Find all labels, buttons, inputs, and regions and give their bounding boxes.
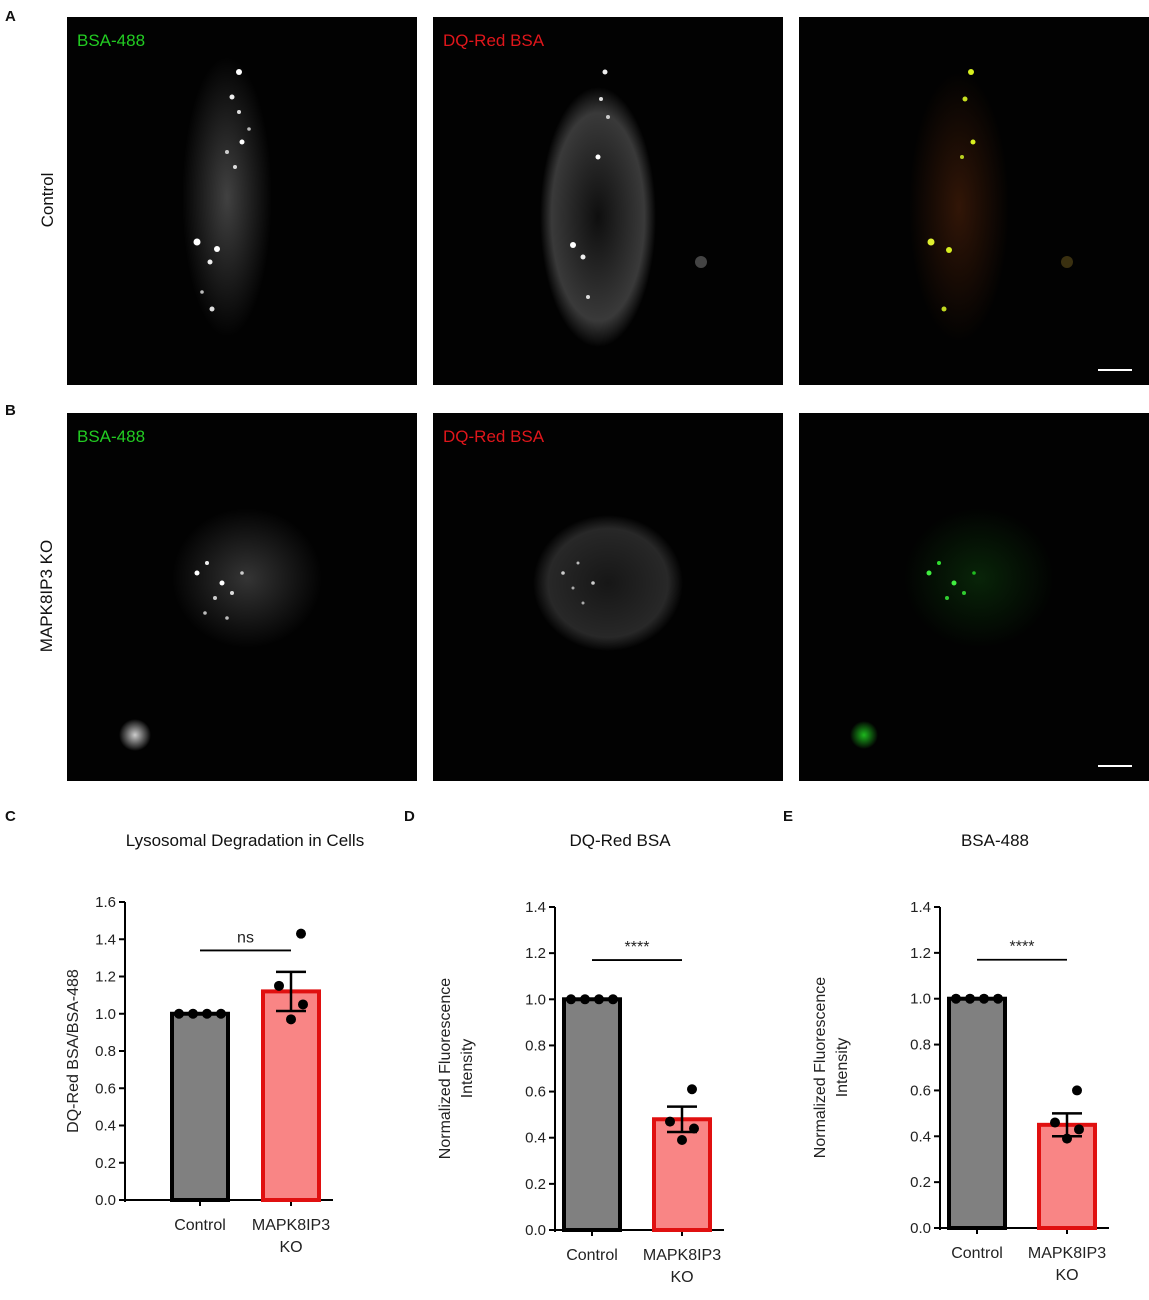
row-label-ko: MAPK8IP3 KO: [37, 539, 56, 653]
micrograph-ko-merge: [799, 413, 1149, 781]
panel-letter-e: E: [783, 808, 794, 825]
y-tick-label: 0.8: [910, 1037, 931, 1054]
micrograph-control-bsa488: BSA-488: [67, 17, 417, 385]
y-tick-label: 0.0: [910, 1220, 931, 1237]
y-tick-label: 0.6: [525, 1084, 546, 1101]
bar-chart-lysosomal-degradation: 0.0 0.2 0.4 0.6 0.8 1.0 1.2 1.4 1.6 DQ-Red BSA/BS…: [65, 894, 333, 1256]
y-tick-label: 0.0: [95, 1192, 116, 1209]
y-tick-label: 0.4: [95, 1118, 116, 1135]
y-tick-label: 1.2: [95, 969, 116, 986]
data-point: [1062, 1133, 1072, 1144]
y-tick-label: 1.0: [910, 991, 931, 1008]
chart-title-e: BSA-488: [960, 831, 1030, 850]
data-point: [296, 928, 306, 939]
bar-control: [170, 1011, 230, 1202]
y-tick-label: 1.4: [95, 931, 116, 948]
scale-bar: [1098, 765, 1132, 767]
bar-control: [562, 997, 622, 1232]
data-point: [580, 994, 590, 1005]
channel-label-green: BSA-488: [77, 31, 146, 50]
y-tick-label: 0.0: [525, 1222, 546, 1239]
x-tick-label: Control: [174, 1217, 226, 1234]
data-point: [951, 993, 961, 1004]
data-point: [665, 1116, 675, 1127]
significance-label: ****: [1010, 939, 1035, 956]
significance-label: ****: [625, 939, 650, 956]
y-tick-label: 0.6: [910, 1082, 931, 1099]
channel-label-red: DQ-Red BSA: [443, 31, 545, 50]
y-tick-label: 1.0: [525, 991, 546, 1008]
cell-render: [909, 69, 1073, 342]
y-axis-label: Normalized Fluorescence Intensity: [437, 978, 476, 1160]
scale-bar: [1098, 369, 1132, 371]
y-tick-label: 1.4: [525, 899, 546, 916]
y-tick-label: 1.4: [910, 899, 931, 916]
x-tick-label: MAPK8IP3 KO: [252, 1217, 330, 1256]
micrograph-ko-bsa488: BSA-488: [67, 413, 417, 781]
data-point: [677, 1135, 687, 1146]
bar-chart-bsa-488: 0.0 0.2 0.4 0.6 0.8 1.0 1.2 1.4 Normalized Fluor…: [812, 899, 1109, 1284]
cell-render: [850, 508, 1054, 749]
y-tick-label: 1.2: [910, 945, 931, 962]
channel-label-green: BSA-488: [77, 427, 146, 446]
data-point: [965, 993, 975, 1004]
panel-letter-a: A: [5, 8, 16, 25]
data-point: [286, 1014, 296, 1025]
panel-letter-b: B: [5, 402, 16, 419]
y-axis-label: DQ-Red BSA/BSA-488: [65, 969, 82, 1133]
x-tick-label: MAPK8IP3 KO: [1028, 1245, 1106, 1284]
micrograph-control-merge: [799, 17, 1149, 385]
data-point: [689, 1123, 699, 1134]
data-point: [979, 993, 989, 1004]
y-tick-label: 0.6: [95, 1080, 116, 1097]
data-point: [608, 994, 618, 1005]
cell-render: [540, 69, 707, 347]
data-point: [594, 994, 604, 1005]
micrograph-ko-dqred: DQ-Red BSA: [433, 413, 783, 781]
y-tick-label: 0.2: [95, 1155, 116, 1172]
data-point: [216, 1008, 226, 1019]
chart-title-d: DQ-Red BSA: [569, 831, 671, 850]
data-point: [687, 1084, 697, 1095]
data-point: [188, 1008, 198, 1019]
bar-chart-dq-red-bsa: 0.0 0.2 0.4 0.6 0.8 1.0 1.2 1.4 Normalized Fluor…: [437, 899, 724, 1286]
channel-label-red: DQ-Red BSA: [443, 427, 545, 446]
row-label-control: Control: [38, 172, 57, 228]
x-tick-label: Control: [566, 1247, 618, 1264]
y-tick-label: 1.2: [525, 945, 546, 962]
y-tick-label: 1.0: [95, 1006, 116, 1023]
chart-title-c: Lysosomal Degradation in Cells: [125, 831, 365, 850]
data-point: [174, 1008, 184, 1019]
y-tick-label: 0.2: [910, 1174, 931, 1191]
panel-letter-c: C: [5, 808, 16, 825]
bar-ko: [261, 989, 321, 1203]
cell-render: [119, 508, 322, 751]
data-point: [274, 980, 284, 991]
data-point: [1050, 1117, 1060, 1128]
data-point: [202, 1008, 212, 1019]
cell-render: [182, 57, 272, 337]
data-point: [1072, 1085, 1082, 1096]
data-point: [566, 994, 576, 1005]
y-tick-label: 1.6: [95, 894, 116, 911]
data-point: [1074, 1124, 1084, 1135]
y-tick-label: 0.4: [910, 1128, 931, 1145]
y-tick-label: 0.4: [525, 1130, 546, 1147]
y-tick-label: 0.2: [525, 1176, 546, 1193]
micrograph-control-dqred: DQ-Red BSA: [433, 17, 783, 385]
data-point: [993, 993, 1003, 1004]
y-axis-label: Normalized Fluorescence Intensity: [812, 977, 851, 1159]
bar-control: [947, 996, 1007, 1231]
y-tick-label: 0.8: [95, 1043, 116, 1060]
cell-render: [533, 515, 683, 651]
data-point: [298, 999, 308, 1010]
x-tick-label: Control: [951, 1245, 1003, 1262]
y-tick-label: 0.8: [525, 1037, 546, 1054]
panel-letter-d: D: [404, 808, 415, 825]
x-tick-label: MAPK8IP3 KO: [643, 1247, 721, 1286]
significance-label: ns: [237, 929, 254, 946]
